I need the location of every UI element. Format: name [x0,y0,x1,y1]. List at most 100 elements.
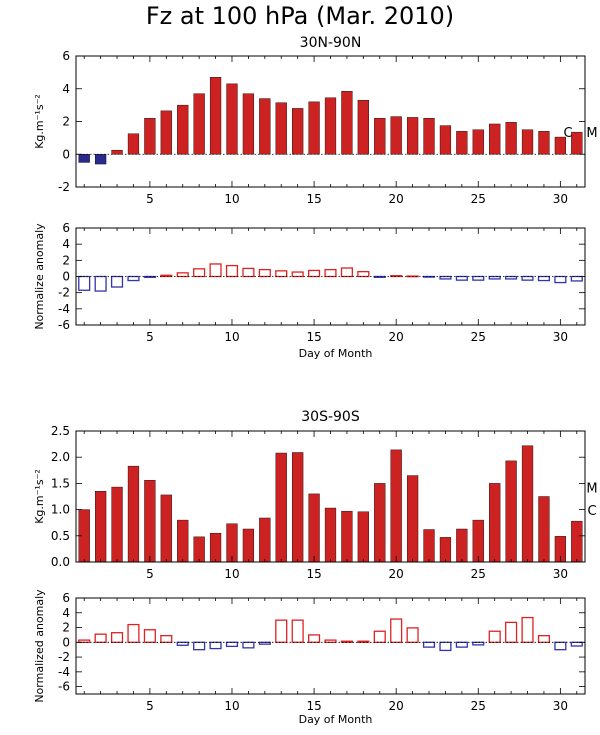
y-tick-label: 2 [62,621,70,635]
x-tick-label: 15 [306,699,321,713]
bar-day-10 [225,641,239,648]
bar-day-26 [489,123,501,155]
annotation-letter: C [563,126,572,141]
bar-day-13 [275,270,288,278]
x-tick-label: 30 [553,330,568,344]
bar-day-14 [291,271,304,278]
bar-day-24 [456,131,468,155]
bar-day-15 [308,269,321,278]
bar-day-2 [94,633,107,643]
y-tick-label: 0.0 [51,555,70,569]
x-tick-label: 30 [553,192,568,206]
bar-day-16 [324,97,337,155]
annotation-letter: M [586,482,597,497]
y-tick-label: -4 [58,302,70,316]
bar-day-5 [144,118,156,155]
bar-day-3 [111,486,123,563]
bar-day-8 [193,641,206,651]
y-tick-label: 4 [62,82,70,96]
bar-day-7 [177,104,189,155]
bar-day-22 [422,275,436,278]
bar-day-5 [144,480,156,563]
bar-day-19 [374,483,386,563]
y-tick-label: -6 [58,680,70,694]
bar-day-28 [521,616,534,643]
plot-frame [75,597,586,695]
bar-day-23 [439,275,452,280]
y-tick-label: 0 [62,147,70,161]
bar-day-4 [127,133,140,155]
y-tick-label: 1.5 [51,476,70,490]
bar-day-31 [570,275,583,282]
bar-day-20 [390,618,403,643]
panel-title: 30N-90N [300,35,362,51]
x-tick-label: 10 [224,330,239,344]
bar-day-16 [324,268,337,278]
bar-day-16 [324,639,337,643]
y-tick-label: 6 [62,221,70,235]
y-tick-label: -6 [58,318,70,332]
bar-day-9 [209,77,222,155]
y-tick-label: 6 [62,591,70,605]
bar-day-12 [258,641,271,645]
bar-day-4 [127,465,140,563]
y-axis-label: Kg.m⁻¹s⁻² [33,469,46,524]
bar-day-7 [176,272,189,278]
bar-day-20 [390,449,402,563]
y-tick-label: 0 [62,635,70,649]
x-tick-label: 25 [471,699,486,713]
bar-day-8 [193,93,205,155]
x-tick-label: 15 [306,567,321,581]
x-tick-label: 10 [224,192,239,206]
x-tick-label: 5 [146,192,154,206]
bar-day-22 [423,529,435,563]
x-tick-label: 20 [389,192,404,206]
bar-day-28 [521,129,534,155]
bar-day-17 [341,510,353,563]
bar-day-31 [570,641,583,647]
bar-day-14 [292,108,304,155]
y-tick-label: 0 [62,270,70,284]
x-axis-label: Day of Month [299,347,373,360]
bar-day-7 [176,641,189,646]
x-tick-label: 5 [146,330,154,344]
bar-day-14 [292,452,304,563]
bar-day-6 [160,635,173,643]
x-tick-label: 10 [224,699,239,713]
bar-day-7 [177,519,189,563]
bar-day-24 [455,275,468,281]
panel-north-flux: 30N-90N 5 10 15 20 25 30 -2 0 2 4 6 Kg.m⁻¹s⁻² C M [33,35,598,206]
x-tick-label: 15 [306,330,321,344]
bar-day-10 [225,264,239,278]
bar-day-17 [341,91,353,155]
bar-day-29 [537,275,551,282]
bar-day-25 [472,129,484,155]
bar-day-2 [95,154,107,165]
bar-day-18 [357,511,369,563]
y-tick-label: -2 [58,650,70,664]
bar-day-11 [242,267,255,278]
y-axis-label: Normalized anomaly [33,589,46,703]
y-tick-label: 2 [62,115,70,129]
bar-day-12 [258,268,271,278]
y-tick-label: 2.5 [51,424,70,438]
panel-north-anomaly: 5 10 15 20 25 30 -6 -4 -2 0 2 4 6 Normalize anomaly Da… [33,221,586,360]
x-axis-label: Day of Month [299,713,373,726]
bar-day-1 [78,275,91,291]
y-tick-label: -2 [58,180,70,194]
bar-day-13 [275,102,287,155]
y-tick-label: -2 [58,286,70,300]
bar-day-23 [439,641,452,652]
x-tick-label: 20 [389,567,404,581]
bar-day-27 [505,621,518,643]
bar-day-19 [374,118,386,155]
bar-day-28 [521,445,534,563]
y-tick-label: -4 [58,665,70,679]
figure-title: Fz at 100 hPa (Mar. 2010) [146,2,454,30]
bar-day-20 [390,275,403,278]
bar-day-2 [94,275,107,292]
bar-day-18 [357,270,370,278]
bar-day-23 [439,125,452,155]
